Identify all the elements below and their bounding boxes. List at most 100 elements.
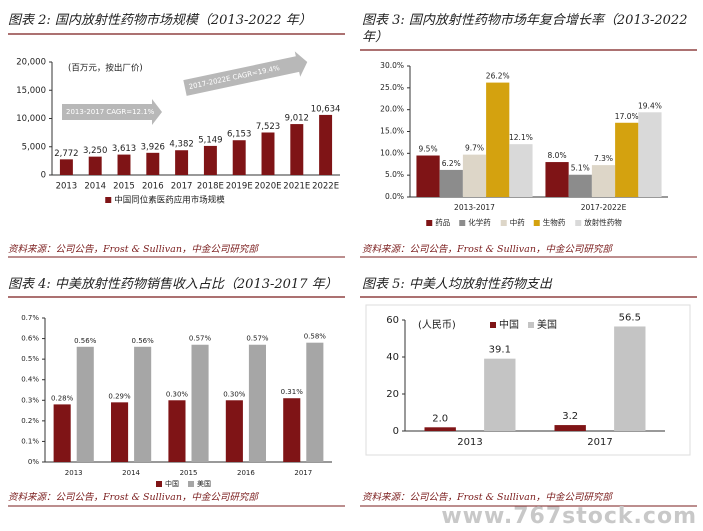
source: 资料来源：公司公告，Frost & Sullivan，中金公司研究部 [8, 244, 258, 255]
source: 资料来源：公司公告，Frost & Sullivan，中金公司研究部 [362, 492, 612, 503]
bar [545, 162, 569, 197]
legend-swatch [500, 220, 507, 226]
value-label: 2.0 [432, 413, 448, 424]
bar [614, 326, 646, 431]
x-tick-label: 2017 [587, 437, 612, 448]
bar [615, 122, 639, 197]
y-tick-label: 5.0% [385, 170, 404, 179]
cagr-arrow: 2013-2017 CAGR=12.1% [62, 99, 162, 125]
bar [146, 152, 160, 175]
y-tick-label: 0 [41, 171, 46, 181]
value-label: 7,523 [256, 122, 280, 132]
x-tick-label: 2016 [237, 469, 255, 477]
bar [554, 425, 586, 431]
value-label: 0.56% [74, 337, 97, 345]
value-label: 4,382 [169, 140, 193, 150]
legend-label: 中国 [499, 318, 519, 331]
value-label: 9.7% [465, 144, 484, 153]
value-label: 3,250 [83, 146, 107, 156]
x-tick-label: 2017 [171, 182, 193, 192]
x-tick-label: 2017 [294, 469, 312, 477]
y-tick-label: 20,000 [16, 58, 46, 68]
x-tick-label: 2015 [180, 469, 198, 477]
legend-label: 放射性药物 [584, 217, 622, 227]
value-label: 3,613 [112, 144, 136, 154]
legend-label: 美国 [197, 479, 211, 488]
bar [439, 169, 463, 197]
y-tick-label: 0.5% [21, 355, 39, 363]
bar [232, 140, 246, 175]
y-tick-label: 0.4% [21, 376, 39, 384]
plot-frame [365, 304, 691, 456]
bar [319, 114, 333, 175]
y-tick-label: 15.0% [380, 127, 404, 136]
legend-label: 美国 [537, 318, 557, 331]
value-label: 5,149 [198, 135, 222, 145]
bar [484, 358, 516, 431]
value-label: 19.4% [638, 101, 662, 110]
bar [59, 159, 73, 175]
value-label: 26.2% [486, 72, 510, 81]
y-tick-label: 30.0% [380, 61, 404, 70]
value-label: 10,634 [311, 104, 341, 114]
value-label: 0.31% [281, 388, 304, 396]
x-tick-label: 2021E [283, 182, 310, 192]
bar [416, 155, 440, 197]
x-tick-label: 2015 [113, 182, 135, 192]
bar [509, 144, 533, 197]
value-label: 3,926 [141, 142, 165, 152]
x-tick-label: 2013 [65, 469, 83, 477]
bar [591, 165, 616, 197]
legend-swatch [105, 197, 112, 203]
legend-label: 中国 [165, 479, 179, 488]
bar [424, 427, 456, 431]
y-tick-label: 20.0% [380, 105, 404, 114]
bar [191, 344, 209, 462]
x-tick-label: 2020E [254, 182, 281, 192]
y-tick-label: 0.6% [21, 335, 39, 343]
y-tick-label: 0.7% [21, 314, 39, 322]
y-tick-label: 25.0% [380, 83, 404, 92]
x-tick-label: 2013 [56, 182, 78, 192]
value-label: 3.2 [562, 411, 578, 422]
y-tick-label: 10.0% [380, 148, 404, 157]
arrow-shape [183, 51, 308, 96]
chart-title: 图表 4: 中美放射性药物销售收入占比（2013-2017 年） [8, 277, 338, 292]
value-label: 0.57% [246, 335, 269, 343]
legend-label: 中国同位素医药应用市场规模 [114, 195, 225, 206]
value-label: 12.1% [509, 133, 533, 142]
watermark: www.767stock.com [441, 504, 697, 529]
value-label: 6.2% [442, 159, 461, 168]
y-tick-label: 0.1% [21, 437, 39, 445]
y-tick-label: 0.0% [385, 192, 404, 201]
legend-swatch [156, 481, 162, 487]
y-tick-label: 15,000 [16, 86, 46, 96]
x-tick-label: 2013-2017 [454, 203, 495, 212]
value-label: 56.5 [619, 312, 641, 323]
bar [462, 154, 487, 197]
value-label: 8.0% [548, 151, 567, 160]
bar [568, 174, 592, 197]
bar [248, 344, 266, 462]
bar [175, 150, 189, 175]
legend-swatch [575, 220, 582, 226]
bar [117, 154, 131, 175]
value-label: 0.58% [304, 333, 327, 341]
y-tick-label: 0% [28, 458, 39, 466]
bar [111, 402, 129, 462]
value-label: 0.30% [166, 390, 189, 398]
legend-swatch [459, 220, 466, 226]
x-tick-label: 2022E [312, 182, 339, 192]
value-label: 7.3% [594, 154, 613, 163]
unit-label: (人民币) [418, 319, 456, 331]
y-tick-label: 0 [393, 426, 399, 437]
bar [225, 400, 243, 462]
bar [283, 398, 301, 462]
x-tick-label: 2013 [457, 437, 482, 448]
x-tick-label: 2014 [84, 182, 106, 192]
legend-label: 药品 [435, 217, 450, 227]
value-label: 0.56% [132, 337, 155, 345]
value-label: 39.1 [489, 345, 511, 356]
